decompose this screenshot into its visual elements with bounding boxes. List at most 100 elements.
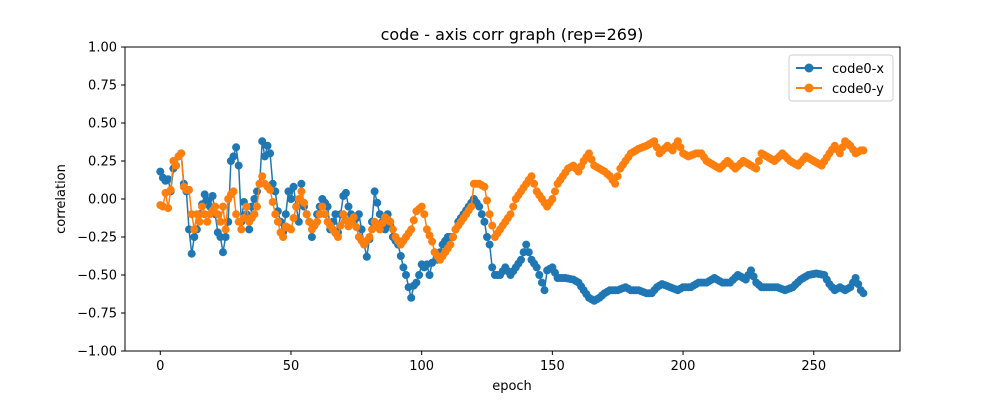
data-point-code0-x-72 — [344, 202, 353, 211]
data-point-code0-x-20 — [208, 192, 217, 200]
data-point-code0-y-45 — [273, 217, 282, 226]
data-point-code0-y-125 — [483, 196, 491, 205]
chart-title: code - axis corr graph (rep=269) — [381, 25, 644, 44]
data-point-code0-y-199 — [676, 143, 685, 152]
data-point-code0-y-54 — [297, 187, 306, 196]
data-point-code0-x-24 — [219, 248, 227, 257]
data-point-code0-y-102 — [422, 225, 431, 234]
data-point-code0-x-146 — [537, 278, 546, 287]
data-point-code0-y-103 — [425, 231, 434, 240]
data-point-code0-y-104 — [428, 237, 437, 246]
y-tick-label-1: −0.75 — [77, 307, 117, 322]
data-point-code0-y-70 — [339, 210, 348, 219]
data-point-code0-x-140 — [522, 240, 531, 249]
data-point-code0-x-269 — [859, 289, 868, 298]
data-point-code0-y-21 — [211, 202, 220, 211]
data-point-code0-x-147 — [540, 286, 549, 295]
data-point-code0-y-112 — [449, 233, 457, 241]
data-point-code0-y-24 — [219, 202, 227, 211]
data-point-code0-x-54 — [297, 179, 306, 188]
data-point-code0-y-56 — [302, 210, 311, 219]
data-point-code0-y-47 — [279, 233, 288, 241]
data-point-code0-y-4 — [166, 185, 175, 194]
data-point-code0-x-50 — [287, 195, 295, 203]
data-point-code0-y-29 — [232, 210, 241, 219]
x-axis-label: epoch — [492, 379, 532, 394]
data-point-code0-y-260 — [835, 149, 844, 158]
y-tick-label-0: −1.00 — [77, 345, 117, 360]
data-point-code0-y-189 — [650, 137, 659, 146]
data-point-code0-y-96 — [407, 225, 416, 234]
data-point-code0-y-8 — [177, 149, 186, 158]
data-point-code0-y-51 — [289, 214, 298, 222]
y-axis-label: correlation — [54, 164, 69, 234]
data-point-code0-y-80 — [365, 233, 374, 241]
data-point-code0-y-42 — [266, 185, 275, 194]
data-point-code0-y-13 — [190, 225, 199, 234]
data-point-code0-y-143 — [530, 179, 539, 188]
y-tick-label-5: 0.25 — [88, 155, 117, 170]
data-point-code0-y-88 — [386, 217, 395, 226]
data-point-code0-y-18 — [203, 217, 212, 226]
data-point-code0-y-101 — [420, 210, 429, 219]
x-tick-label-50: 50 — [283, 359, 300, 374]
x-tick-label-100: 100 — [409, 359, 434, 374]
x-tick-label-0: 0 — [156, 359, 164, 374]
data-point-code0-x-25 — [221, 233, 230, 241]
data-point-code0-y-150 — [548, 195, 557, 203]
data-point-code0-x-267 — [854, 280, 863, 289]
data-point-code0-y-15 — [195, 217, 204, 226]
data-point-code0-y-11 — [185, 185, 193, 194]
data-point-code0-x-51 — [289, 182, 298, 191]
legend: code0-x code0-y — [788, 54, 894, 102]
data-point-code0-y-3 — [164, 204, 173, 213]
data-point-code0-x-3 — [164, 175, 173, 184]
data-point-code0-y-55 — [300, 198, 308, 207]
data-point-code0-y-75 — [352, 223, 361, 232]
data-point-code0-y-28 — [229, 187, 238, 196]
data-point-code0-y-151 — [551, 187, 559, 196]
data-point-code0-x-28 — [229, 152, 238, 161]
data-point-code0-y-134 — [506, 210, 515, 219]
data-point-code0-x-145 — [535, 271, 544, 279]
data-point-code0-y-229 — [754, 157, 763, 165]
data-point-code0-x-71 — [341, 188, 350, 197]
data-point-code0-x-94 — [402, 271, 410, 279]
data-point-code0-y-119 — [467, 202, 476, 211]
data-point-code0-y-74 — [349, 213, 358, 222]
data-point-code0-x-103 — [425, 271, 434, 279]
legend-marker-code0-x — [804, 63, 814, 73]
data-point-code0-y-6 — [172, 161, 180, 170]
data-point-code0-y-50 — [287, 225, 295, 234]
data-point-code0-x-92 — [396, 252, 405, 260]
data-point-code0-x-226 — [747, 266, 755, 275]
data-point-code0-y-69 — [336, 221, 345, 230]
data-point-code0-y-198 — [673, 137, 682, 146]
legend-frame — [788, 54, 894, 102]
data-point-code0-x-99 — [415, 271, 424, 279]
data-point-code0-x-144 — [532, 263, 541, 272]
data-point-code0-x-266 — [851, 274, 860, 282]
data-point-code0-y-89 — [388, 225, 397, 234]
data-point-code0-y-33 — [242, 202, 251, 211]
series-layer — [156, 137, 868, 305]
data-point-code0-x-138 — [517, 255, 525, 264]
data-point-code0-x-39 — [258, 137, 267, 146]
data-point-code0-y-36 — [250, 210, 259, 219]
x-tick-label-250: 250 — [801, 359, 826, 374]
data-point-code0-x-49 — [284, 187, 293, 196]
data-point-code0-x-96 — [407, 293, 416, 302]
data-point-code0-y-111 — [446, 240, 455, 249]
data-point-code0-y-100 — [417, 202, 426, 211]
legend-label-code0-x: code0-x — [832, 62, 884, 77]
data-point-code0-y-25 — [221, 225, 230, 234]
legend-label-code0-y: code0-y — [832, 82, 884, 97]
data-point-code0-y-16 — [198, 202, 207, 211]
data-point-code0-x-227 — [749, 272, 758, 281]
data-point-code0-x-36 — [250, 195, 259, 203]
data-point-code0-x-18 — [203, 196, 212, 205]
y-tick-label-3: −0.25 — [77, 231, 117, 246]
data-point-code0-x-123 — [477, 210, 486, 219]
data-point-code0-x-58 — [307, 233, 316, 241]
